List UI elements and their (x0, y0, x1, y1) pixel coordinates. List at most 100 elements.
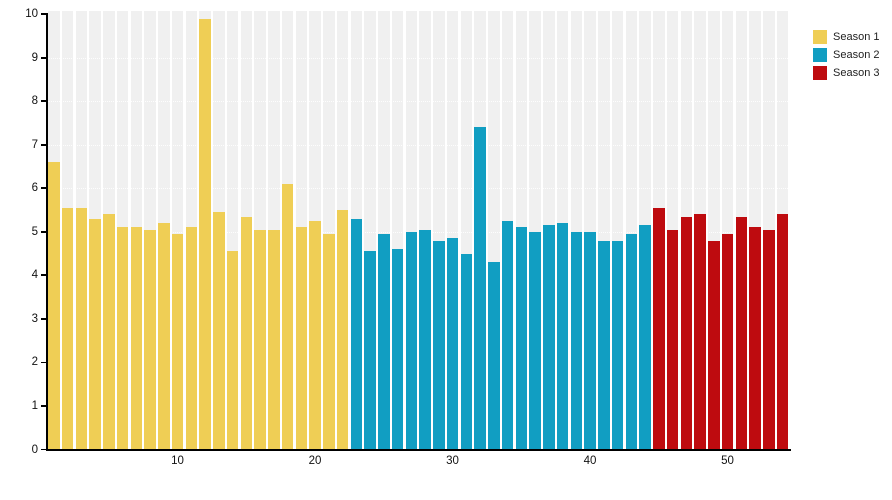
y-tick-label: 5 (31, 225, 38, 238)
bar-17[interactable] (268, 229, 280, 449)
bar-13[interactable] (213, 212, 225, 449)
y-tick (40, 317, 48, 320)
y-tick (40, 405, 48, 407)
bar-background-column (488, 11, 500, 449)
bar-49[interactable] (708, 240, 720, 449)
bar-background-column (598, 11, 610, 449)
bar-45[interactable] (653, 207, 665, 449)
bar-41[interactable] (598, 240, 610, 449)
bar-background-column (378, 11, 390, 449)
bar-background-column (433, 11, 445, 449)
gridline (48, 101, 789, 103)
y-tick (40, 274, 48, 277)
bar-26[interactable] (391, 249, 404, 449)
bar-52[interactable] (749, 227, 761, 449)
bar-25[interactable] (378, 234, 390, 449)
bar-background-column (529, 11, 541, 449)
y-tick-label: 3 (31, 312, 38, 325)
legend-label-season-3: Season 3 (833, 67, 880, 79)
x-tick-label: 50 (721, 455, 734, 467)
bar-53[interactable] (763, 229, 775, 449)
y-tick-label: 7 (31, 138, 38, 151)
bar-34[interactable] (501, 220, 514, 449)
bar-32[interactable] (474, 127, 486, 449)
bar-12[interactable] (199, 18, 211, 449)
bar-54[interactable] (776, 214, 789, 449)
bar-43[interactable] (625, 234, 637, 449)
bar-15[interactable] (240, 216, 252, 449)
y-tick (40, 100, 48, 103)
bar-29[interactable] (433, 240, 445, 449)
legend: Season 1 Season 2 Season 3 (813, 30, 879, 84)
y-tick-label: 0 (31, 443, 38, 456)
bar-background-column (584, 11, 596, 449)
bar-27[interactable] (405, 231, 417, 449)
bar-24[interactable] (364, 251, 376, 449)
bar-42[interactable] (611, 240, 624, 449)
gridline (48, 275, 789, 277)
bar-28[interactable] (419, 229, 431, 449)
y-tick (40, 448, 48, 451)
y-tick-label: 10 (25, 8, 38, 21)
bar-16[interactable] (254, 229, 266, 449)
bar-21[interactable] (323, 234, 335, 449)
y-tick-label: 8 (31, 95, 38, 108)
bar-39[interactable] (570, 231, 582, 449)
bar-background-column (611, 11, 624, 449)
legend-label-season-1: Season 1 (833, 31, 880, 43)
legend-label-season-2: Season 2 (833, 49, 880, 61)
bar-14[interactable] (226, 251, 239, 449)
bar-20[interactable] (309, 220, 321, 449)
bar-30[interactable] (446, 238, 459, 449)
bar-2[interactable] (61, 207, 74, 449)
gridline (48, 362, 789, 364)
bar-background-column (226, 11, 239, 449)
bar-47[interactable] (680, 216, 692, 449)
gridline (48, 144, 789, 146)
y-tick (40, 13, 48, 16)
bar-37[interactable] (543, 225, 555, 449)
gridline (48, 188, 789, 190)
bar-40[interactable] (584, 231, 596, 449)
bar-7[interactable] (130, 227, 142, 449)
legend-item-season-1[interactable]: Season 1 (813, 30, 879, 44)
bar-51[interactable] (735, 216, 747, 449)
bar-11[interactable] (185, 227, 197, 449)
bar-35[interactable] (515, 227, 527, 449)
bar-background-column (391, 11, 404, 449)
x-tick-label: 30 (446, 455, 459, 467)
bar-23[interactable] (350, 218, 362, 449)
bar-46[interactable] (666, 229, 679, 449)
legend-item-season-3[interactable]: Season 3 (813, 66, 879, 80)
bar-background-column (364, 11, 376, 449)
bar-5[interactable] (103, 214, 115, 449)
bar-background-column (570, 11, 582, 449)
y-tick (40, 361, 48, 364)
bar-33[interactable] (488, 262, 500, 449)
bar-19[interactable] (295, 227, 307, 449)
bar-22[interactable] (336, 210, 349, 449)
bar-8[interactable] (144, 229, 156, 449)
bar-4[interactable] (89, 218, 101, 449)
gridline (48, 318, 789, 320)
bar-48[interactable] (694, 214, 706, 449)
bar-1[interactable] (48, 162, 60, 449)
bar-31[interactable] (460, 253, 472, 449)
y-tick-label: 2 (31, 356, 38, 369)
bar-background-column (460, 11, 472, 449)
legend-swatch-season-2 (813, 48, 827, 62)
bar-10[interactable] (171, 234, 184, 449)
x-tick-label: 10 (171, 455, 184, 467)
bar-3[interactable] (75, 207, 87, 449)
bar-6[interactable] (116, 227, 129, 449)
y-tick-label: 6 (31, 182, 38, 195)
bar-50[interactable] (721, 234, 734, 449)
bar-9[interactable] (158, 223, 170, 449)
bar-44[interactable] (639, 225, 651, 449)
legend-item-season-2[interactable]: Season 2 (813, 48, 879, 62)
y-tick-label: 1 (31, 399, 38, 412)
bar-38[interactable] (556, 223, 569, 449)
bar-18[interactable] (281, 183, 294, 449)
bar-36[interactable] (529, 231, 541, 449)
